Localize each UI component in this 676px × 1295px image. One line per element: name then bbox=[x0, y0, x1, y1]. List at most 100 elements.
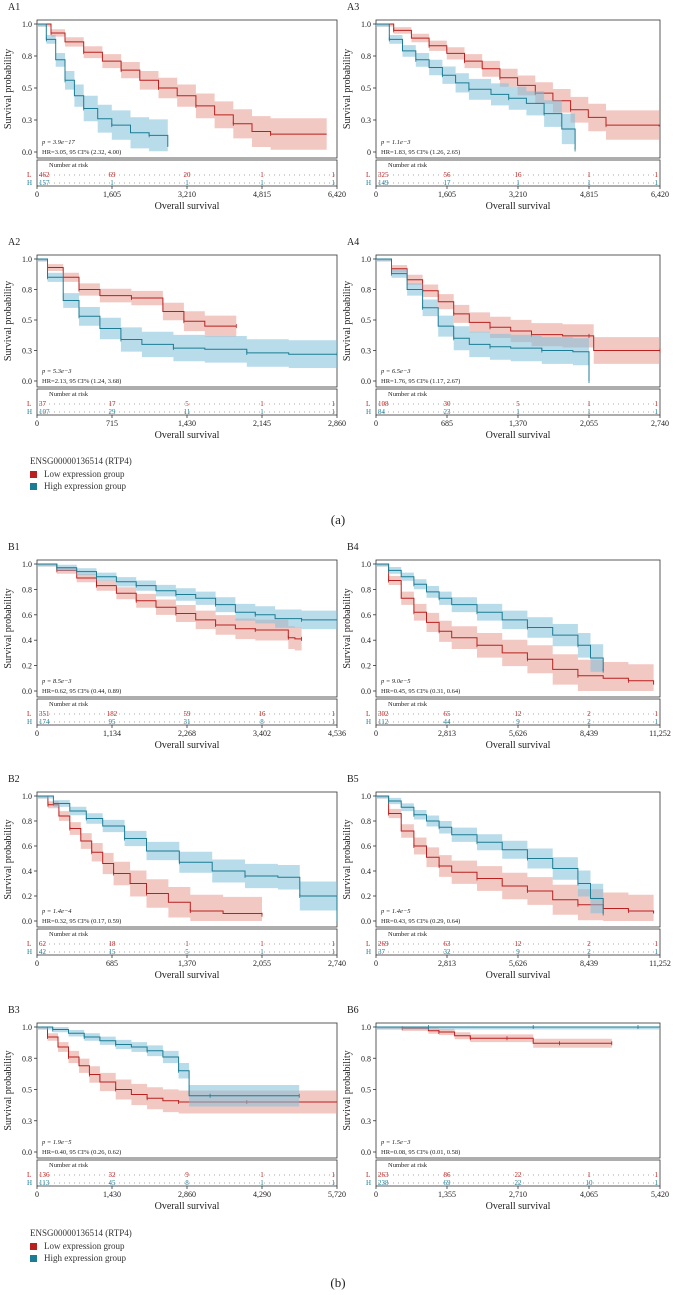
risk-count: 9 bbox=[516, 948, 520, 956]
y-tick-label: 0.2 bbox=[22, 892, 32, 901]
risk-count: 149 bbox=[378, 179, 389, 187]
risk-row-label: L bbox=[366, 171, 370, 179]
y-tick-label: 0.8 bbox=[361, 52, 371, 61]
y-tick-label: 1.0 bbox=[361, 792, 371, 801]
survival-line-high bbox=[376, 258, 590, 381]
risk-count: 1 bbox=[332, 400, 336, 408]
x-tick-label: 0 bbox=[35, 729, 39, 738]
risk-count: 1 bbox=[110, 179, 114, 187]
risk-count: 1 bbox=[260, 179, 264, 187]
risk-row-label: L bbox=[27, 1171, 31, 1179]
risk-count: 113 bbox=[39, 1179, 50, 1187]
hazard-ratio: HR=0.08, 95 CI% (0.01, 0.58) bbox=[381, 1149, 460, 1156]
hazard-ratio: HR=0.43, 95 CI% (0.29, 0.64) bbox=[381, 918, 460, 925]
p-value: p = 1.4e−4 bbox=[41, 908, 72, 915]
y-axis-label: Survival probability bbox=[3, 819, 14, 899]
y-tick-label: 0.6 bbox=[22, 611, 32, 620]
y-axis-label: Survival probability bbox=[3, 1050, 14, 1130]
x-tick-label: 2,860 bbox=[328, 419, 346, 428]
risk-count: 56 bbox=[444, 171, 452, 179]
risk-count: 17 bbox=[444, 179, 452, 187]
risk-count: 1 bbox=[587, 1171, 591, 1179]
p-value: p = 1.9e−5 bbox=[41, 1139, 72, 1146]
x-tick-label: 6,420 bbox=[328, 190, 346, 199]
y-tick-label: 0.8 bbox=[22, 52, 32, 61]
hazard-ratio: HR=2.13, 95 CI% (1.24, 3.68) bbox=[42, 378, 121, 385]
legend-title: ENSG00000136514 (RTP4) bbox=[30, 1228, 132, 1238]
chart-b4: B4 Survival probability 0.0 0.2 0.4 0.6 0.8 1.0… bbox=[342, 542, 671, 751]
x-tick-label: 1,605 bbox=[438, 190, 456, 199]
y-tick-label: 0.0 bbox=[22, 1148, 32, 1157]
risk-count: 1 bbox=[332, 179, 336, 187]
ci-band-high bbox=[37, 259, 337, 368]
x-axis-label: Overall survival bbox=[486, 970, 551, 981]
legend-high-row: High expression group bbox=[30, 1253, 132, 1263]
risk-count: 1 bbox=[655, 171, 659, 179]
y-tick-label: 0.8 bbox=[22, 286, 32, 295]
risk-count: 1 bbox=[260, 408, 264, 416]
risk-count: 1 bbox=[655, 948, 659, 956]
panel-id: A2 bbox=[8, 237, 20, 248]
risk-count: 95 bbox=[109, 718, 117, 726]
hazard-ratio: HR=3.05, 95 CI% (2.32, 4.00) bbox=[42, 149, 121, 156]
risk-count: 65 bbox=[444, 710, 452, 718]
risk-row-label: H bbox=[366, 718, 371, 726]
x-tick-label: 1,370 bbox=[178, 959, 196, 968]
risk-count: 37 bbox=[39, 400, 47, 408]
risk-count: 136 bbox=[39, 1171, 50, 1179]
chart-a4: A4 Survival probability 0.0 0.3 0.5 0.8 1.0 p =… bbox=[342, 237, 669, 441]
risk-count: 1 bbox=[332, 1171, 336, 1179]
x-axis-label: Overall survival bbox=[155, 740, 220, 751]
risk-row-label: H bbox=[27, 179, 32, 187]
x-tick-label: 8,439 bbox=[580, 729, 598, 738]
risk-row-label: H bbox=[366, 948, 371, 956]
x-tick-label: 5,720 bbox=[328, 1190, 346, 1199]
risk-count: 1 bbox=[260, 171, 264, 179]
risk-count: 2 bbox=[587, 710, 591, 718]
risk-count: 238 bbox=[378, 1179, 389, 1187]
y-tick-label: 1.0 bbox=[361, 1023, 371, 1032]
risk-count: 263 bbox=[378, 1171, 389, 1179]
ci-band-high bbox=[376, 259, 589, 381]
y-tick-label: 0.5 bbox=[22, 84, 32, 93]
survival-line-low bbox=[37, 1026, 337, 1103]
risk-count: 1 bbox=[655, 408, 659, 416]
risk-count: 59 bbox=[184, 710, 192, 718]
legend-high-row: High expression group bbox=[30, 481, 132, 491]
risk-count: 108 bbox=[378, 400, 389, 408]
risk-table-title: Number at risk bbox=[388, 931, 428, 938]
y-tick-label: 1.0 bbox=[22, 1023, 32, 1032]
x-tick-label: 4,065 bbox=[580, 1190, 598, 1199]
p-value: p = 8.5e−3 bbox=[41, 678, 72, 685]
risk-count: 1 bbox=[655, 1179, 659, 1187]
x-tick-label: 4,536 bbox=[328, 729, 346, 738]
risk-row-label: H bbox=[366, 408, 371, 416]
y-tick-label: 0.8 bbox=[22, 1054, 32, 1063]
x-tick-label: 1,430 bbox=[103, 1190, 121, 1199]
y-tick-label: 0.3 bbox=[361, 347, 371, 356]
x-tick-label: 0 bbox=[35, 419, 39, 428]
p-value: p = 1.1e−3 bbox=[380, 139, 411, 146]
y-tick-label: 0.6 bbox=[361, 842, 371, 851]
risk-count: 2 bbox=[587, 940, 591, 948]
y-tick-label: 0.0 bbox=[361, 687, 371, 696]
ci-band-high bbox=[37, 24, 168, 152]
risk-count: 302 bbox=[378, 710, 389, 718]
y-tick-label: 0.5 bbox=[361, 84, 371, 93]
risk-count: 1 bbox=[655, 1171, 659, 1179]
y-tick-label: 0.5 bbox=[22, 1086, 32, 1095]
risk-row-label: H bbox=[27, 408, 32, 416]
x-tick-label: 3,402 bbox=[253, 729, 271, 738]
risk-table-title: Number at risk bbox=[49, 931, 89, 938]
risk-row-label: L bbox=[27, 171, 31, 179]
risk-count: 29 bbox=[109, 408, 117, 416]
risk-count: 1 bbox=[332, 940, 336, 948]
risk-count: 1 bbox=[587, 179, 591, 187]
panel-id: A3 bbox=[347, 2, 359, 13]
y-axis-label: Survival probability bbox=[342, 588, 353, 668]
x-tick-label: 0 bbox=[374, 1190, 378, 1199]
p-value: p = 5.3e−3 bbox=[41, 368, 72, 375]
risk-count: 1 bbox=[587, 171, 591, 179]
p-value: p = 9.0e−5 bbox=[380, 678, 411, 685]
